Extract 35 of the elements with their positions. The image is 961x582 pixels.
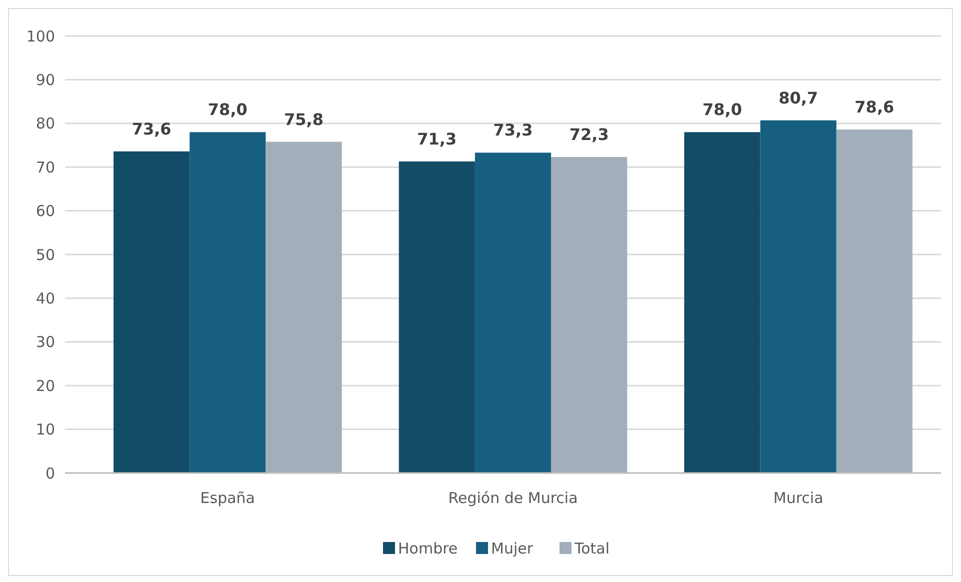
x-tick-label: Murcia xyxy=(773,489,824,507)
bar xyxy=(836,130,912,473)
x-tick-label: Región de Murcia xyxy=(448,489,578,507)
y-tick-label: 50 xyxy=(36,246,55,264)
y-tick-label: 30 xyxy=(36,333,55,352)
data-label: 73,6 xyxy=(132,119,172,138)
legend-label: Hombre xyxy=(398,539,458,558)
data-label: 73,3 xyxy=(493,120,533,140)
y-tick-label: 40 xyxy=(36,289,55,308)
legend-label: Mujer xyxy=(491,539,534,558)
data-label: 80,7 xyxy=(778,88,818,108)
bar xyxy=(398,161,475,473)
data-label: 78,0 xyxy=(208,100,248,120)
data-label: 78,0 xyxy=(702,100,742,120)
data-label: 71,3 xyxy=(417,129,457,148)
bar xyxy=(114,151,190,473)
bar xyxy=(684,132,760,473)
bar xyxy=(474,152,552,473)
bar xyxy=(551,157,628,473)
x-tick-label: España xyxy=(200,489,256,507)
y-tick-label: 70 xyxy=(36,158,55,176)
bar xyxy=(190,132,266,473)
bar xyxy=(266,142,342,473)
y-tick-label: 10 xyxy=(36,420,55,439)
y-tick-label: 80 xyxy=(36,114,55,133)
y-tick-label: 60 xyxy=(36,202,55,220)
y-tick-label: 100 xyxy=(26,27,55,46)
data-label: 78,6 xyxy=(854,98,894,117)
legend-label: Total xyxy=(574,539,610,558)
data-label: 72,3 xyxy=(569,125,609,144)
data-label: 75,8 xyxy=(284,110,324,129)
y-tick-label: 90 xyxy=(36,70,55,89)
y-tick-label: 0 xyxy=(45,464,55,482)
y-tick-label: 20 xyxy=(36,376,55,395)
bar xyxy=(760,120,836,473)
